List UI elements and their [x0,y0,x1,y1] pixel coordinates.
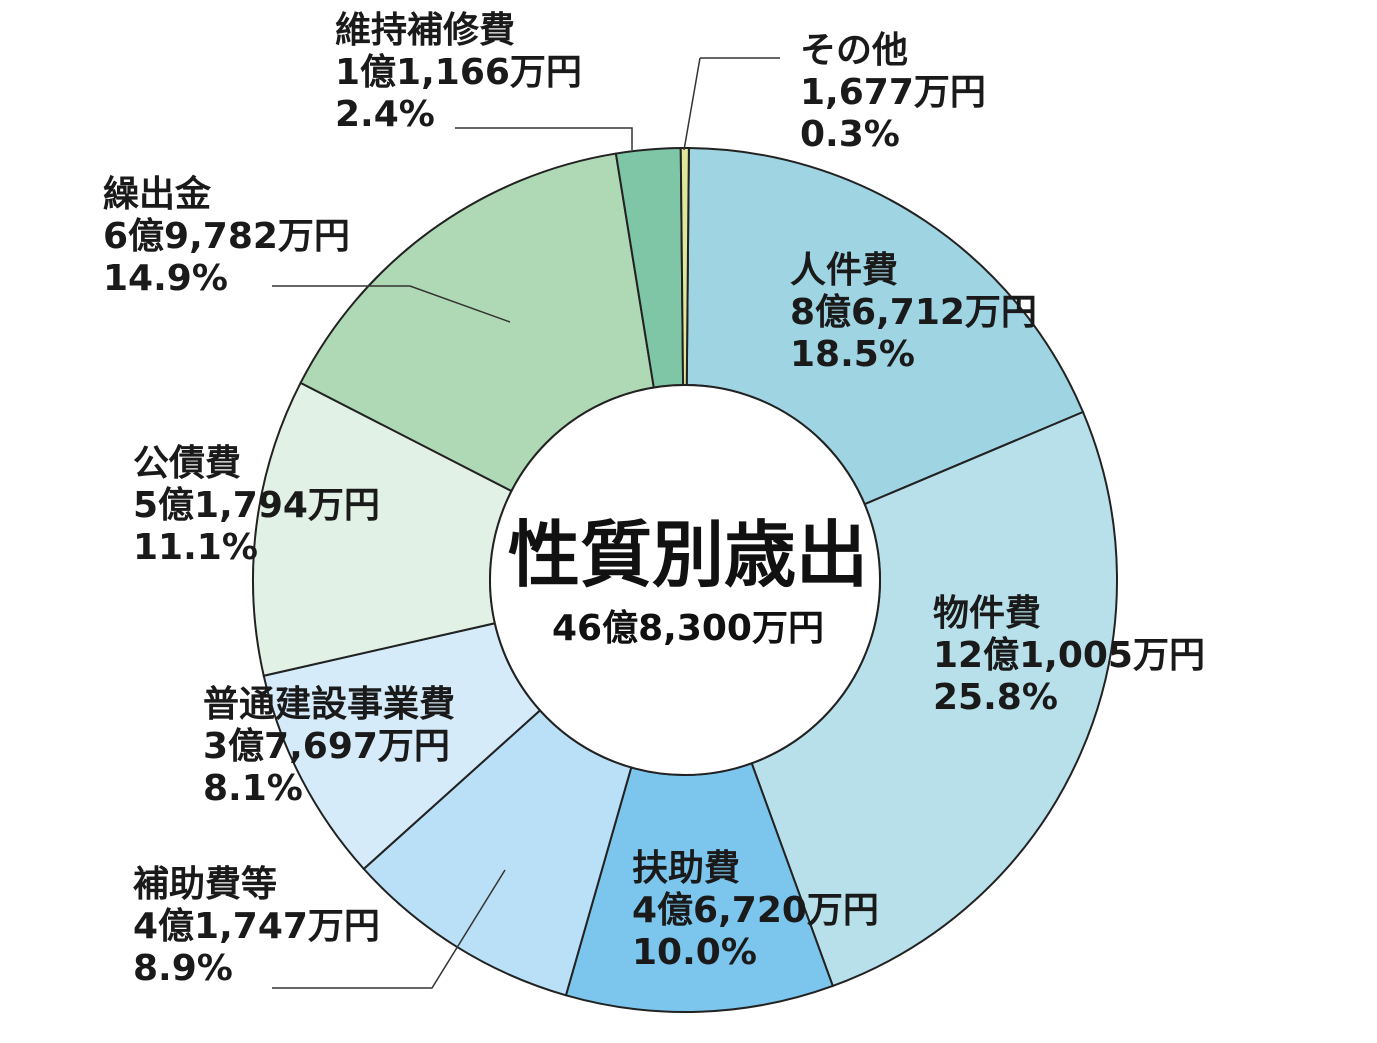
slice-label-hojohi: 補助費等 [133,864,277,905]
slice-percent-jinkenhi: 18.5% [790,334,915,375]
slice-amount-jinkenhi: 8億6,712万円 [790,292,1037,333]
slice-amount-kosaihi: 5億1,794万円 [133,485,380,526]
slice-label-kosaihi: 公債費 [133,443,241,484]
slice-label-sonota: その他 [800,30,908,71]
leader-line-3 [272,285,511,323]
labels-layer: 人件費8億6,712万円18.5%物件費12億1,005万円25.8%扶助費4億… [103,10,1205,989]
chart-title: 性質別歳出 [508,513,868,597]
slice-amount-futsu-kensetsu: 3億7,697万円 [203,726,450,767]
slice-amount-bukkenhi: 12億1,005万円 [933,635,1205,676]
slice-percent-fujohi: 10.0% [632,932,757,973]
slice-label-futsu-kensetsu: 普通建設事業費 [203,684,455,725]
slice-label-iji-hoshu: 維持補修費 [335,10,515,51]
leader-line-4 [272,869,506,989]
slices-layer [252,147,1118,1013]
slice-amount-fujohi: 4億6,720万円 [632,890,879,931]
slice-label-fujohi: 扶助費 [632,848,740,889]
slice-label-bukkenhi: 物件費 [933,593,1041,634]
slice-percent-kuridashi: 14.9% [103,258,228,299]
slice-percent-bukkenhi: 25.8% [933,677,1058,718]
slice-amount-hojohi: 4億1,747万円 [133,906,380,947]
slice-label-jinkenhi: 人件費 [790,250,898,291]
slice-percent-iji-hoshu: 2.4% [335,94,435,135]
leader-line-0 [455,127,633,150]
donut-hole [489,384,881,776]
slice-amount-sonota: 1,677万円 [800,72,986,113]
slice-percent-kosaihi: 11.1% [133,527,258,568]
slice-percent-futsu-kensetsu: 8.1% [203,768,303,809]
slice-percent-hojohi: 8.9% [133,948,233,989]
leader-lines [272,57,780,989]
slice-label-kuridashi: 繰出金 [103,173,212,215]
slice-amount-kuridashi: 6億9,782万円 [103,216,350,257]
slice-percent-sonota: 0.3% [800,114,900,155]
leader-line-2 [683,57,701,151]
slice-amount-iji-hoshu: 1億1,166万円 [335,52,582,93]
chart-total: 46億8,300万円 [552,608,824,649]
slice-sonota [679,147,690,387]
